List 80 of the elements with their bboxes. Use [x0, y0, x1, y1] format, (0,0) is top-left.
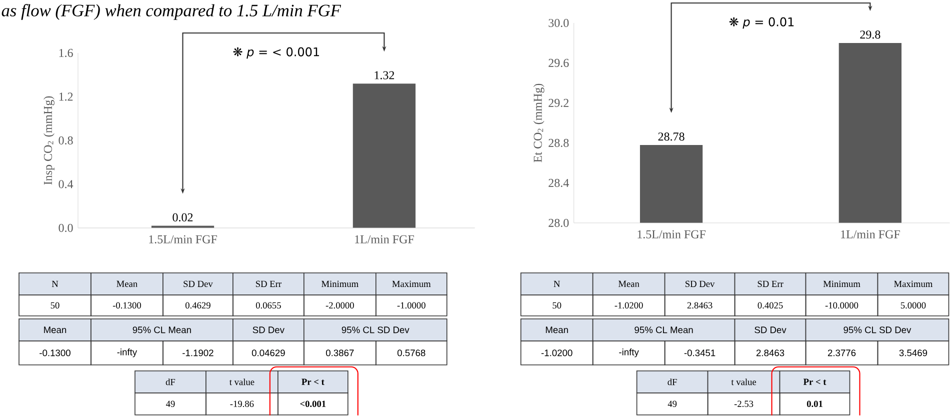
text: t value	[731, 378, 756, 386]
text: Mean	[546, 326, 568, 334]
text: Minimum	[823, 280, 860, 288]
text: SD Dev	[686, 280, 715, 288]
text: SD Dev	[252, 326, 284, 334]
y-tick-label: 28.4	[548, 178, 569, 188]
y-axis-title: Et CO$_{2}$ (mmHg)	[533, 84, 544, 162]
text: N	[554, 280, 560, 288]
text: 50	[50, 302, 60, 309]
text: -1.0200	[541, 350, 572, 356]
y-tick-label: 0.0	[58, 224, 73, 232]
y-tick-label: 0.4	[58, 180, 74, 188]
text: -10.0000	[825, 302, 858, 309]
text: 0.0655	[256, 302, 281, 309]
text: 0.5768	[397, 350, 426, 356]
text: 49	[668, 400, 677, 408]
text: Mean	[116, 280, 138, 288]
text: Maximum	[392, 280, 431, 288]
x-tick-label: 1.5L/min FGF	[149, 235, 217, 244]
x-tick-label: 1L/min FGF	[355, 235, 414, 244]
text: dF	[668, 378, 677, 386]
text: 2.8463	[687, 302, 712, 309]
data-label: 0.02	[172, 213, 193, 222]
text: -0.1300	[40, 350, 70, 356]
text: -0.3451	[684, 350, 716, 356]
y-tick-label: 0.8	[58, 136, 73, 145]
text: SD Err	[256, 280, 282, 288]
text: t value	[229, 378, 254, 386]
text: SD Dev	[754, 326, 786, 334]
y-tick-label: 28.0	[548, 218, 569, 228]
annotation: ❋ p = 0.01	[729, 17, 794, 29]
text: Pr < t	[803, 378, 826, 386]
text: 0.4629	[185, 302, 210, 309]
text: -19.86	[230, 400, 254, 408]
text: 3.5469	[899, 350, 928, 356]
text: 49	[166, 400, 175, 408]
text: 95% CL Mean	[132, 326, 191, 334]
y-axis-title: Insp CO$_{2}$ (mmHg)	[44, 96, 54, 185]
text: 95% CL Mean	[634, 326, 693, 334]
text: -1.1902	[182, 350, 214, 356]
annotation: ❋ p = < 0.001	[233, 47, 319, 59]
text: 2.3776	[828, 350, 856, 356]
data-label: 28.78	[658, 132, 684, 141]
text: 95% CL SD Dev	[342, 326, 410, 334]
text: -infty	[117, 348, 138, 358]
y-tick-label: 1.2	[59, 92, 73, 101]
text: -2.53	[734, 400, 754, 408]
y-tick-label: 29.2	[548, 98, 568, 108]
text: <0.001	[300, 400, 326, 408]
text: Pr < t	[302, 378, 324, 386]
text: SD Dev	[184, 280, 213, 288]
text: Mean	[618, 280, 640, 288]
text: -1.0200	[614, 302, 643, 309]
text: dF	[166, 378, 176, 386]
text: 0.01	[806, 400, 822, 408]
data-label: 1.32	[374, 71, 394, 80]
text: N	[52, 280, 58, 288]
text: 0.4025	[758, 302, 783, 309]
text: 5.0000	[900, 302, 926, 309]
text: -1.0000	[397, 302, 426, 309]
chart-title: as flow (FGF) when compared to 1.5 L/min FGF	[2, 4, 342, 20]
text: Minimum	[322, 280, 358, 288]
y-tick-label: 29.6	[548, 58, 569, 68]
text: SD Err	[758, 280, 784, 288]
y-tick-label: 1.6	[59, 48, 73, 58]
text: 95% CL SD Dev	[844, 326, 912, 334]
text: -infty	[619, 348, 639, 358]
text: 0.04629	[252, 350, 285, 356]
text: Maximum	[894, 280, 933, 288]
x-tick-label: 1L/min FGF	[841, 230, 900, 238]
text: Mean	[44, 326, 66, 334]
y-tick-label: 28.8	[548, 138, 569, 148]
text: 50	[552, 302, 562, 309]
text: 0.3867	[326, 350, 354, 356]
data-label: 29.8	[860, 30, 880, 39]
y-tick-label: 30.0	[548, 18, 569, 28]
text: 2.8463	[756, 350, 784, 356]
text: -2.0000	[326, 302, 354, 309]
text: -0.1300	[112, 302, 141, 309]
x-tick-label: 1.5L/min FGF	[638, 230, 706, 238]
